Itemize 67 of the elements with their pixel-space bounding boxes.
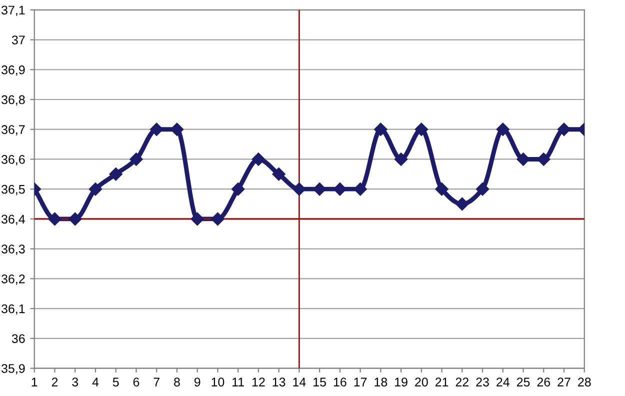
point [557,122,571,136]
point [414,122,428,136]
x-tick-label: 14 [293,378,306,386]
point [272,168,286,181]
y-tick-label: 36,4 [2,214,25,226]
point [231,182,245,196]
x-tick-label: 5 [112,378,119,386]
point [435,182,448,196]
y-tick-label: 37 [12,36,25,44]
x-tick-label: 18 [374,378,388,386]
point [68,212,82,226]
x-tick-label: 16 [334,378,346,386]
point [109,168,122,181]
point [211,212,224,226]
point [354,182,367,196]
x-tick-label: 26 [537,378,550,386]
x-tick-label: 25 [516,378,530,386]
x-tick-label: 27 [558,378,570,386]
point [312,182,326,196]
x-tick-label: 6 [133,378,140,386]
x-tick-label: 15 [314,378,326,386]
point [190,212,204,226]
point [333,182,347,196]
y-tick-label: 37,1 [2,6,25,16]
x-tick-label: 10 [212,378,224,386]
x-tick-label: 7 [154,378,160,386]
x-tick-label: 28 [578,378,591,386]
point [170,122,184,136]
point [516,152,530,166]
x-tick-label: 13 [272,378,286,386]
y-tick-label: 36,1 [2,304,25,315]
y-tick-label: 36,2 [2,274,25,285]
point [456,197,469,211]
point [374,122,388,136]
x-tick-label: 19 [395,378,408,386]
x-tick-label: 8 [174,378,180,386]
x-tick-label: 21 [435,378,448,386]
point [292,182,306,196]
point [476,182,490,196]
y-tick-label: 36,9 [2,65,25,76]
point [150,122,164,136]
y-tick-label: 35,9 [2,364,25,374]
y-tick-label: 36,3 [2,244,25,255]
point [130,152,143,166]
x-tick-label: 3 [72,378,78,386]
x-tick-label: 22 [456,378,468,386]
point [252,152,266,166]
x-tick-label: 24 [496,378,510,386]
x-tick-label: 9 [194,378,200,386]
x-tick-label: 20 [415,378,428,386]
x-tick-label: 23 [476,378,489,386]
point [48,212,62,226]
point [88,182,102,196]
y-tick-label: 36 [12,334,25,344]
x-tick-label: 11 [232,378,244,386]
x-tick-label: 1 [32,378,38,386]
x-tick-label: 2 [52,378,58,386]
y-tick-label: 36,5 [2,184,25,196]
y-tick-label: 36,6 [2,155,25,166]
point [496,122,510,136]
point [394,152,408,166]
x-tick-label: 4 [92,378,99,386]
x-tick-label: 17 [354,378,367,386]
y-tick-label: 36,7 [2,125,25,136]
y-tick-label: 36,8 [2,95,25,106]
x-tick-label: 12 [252,378,265,386]
point [537,152,550,166]
